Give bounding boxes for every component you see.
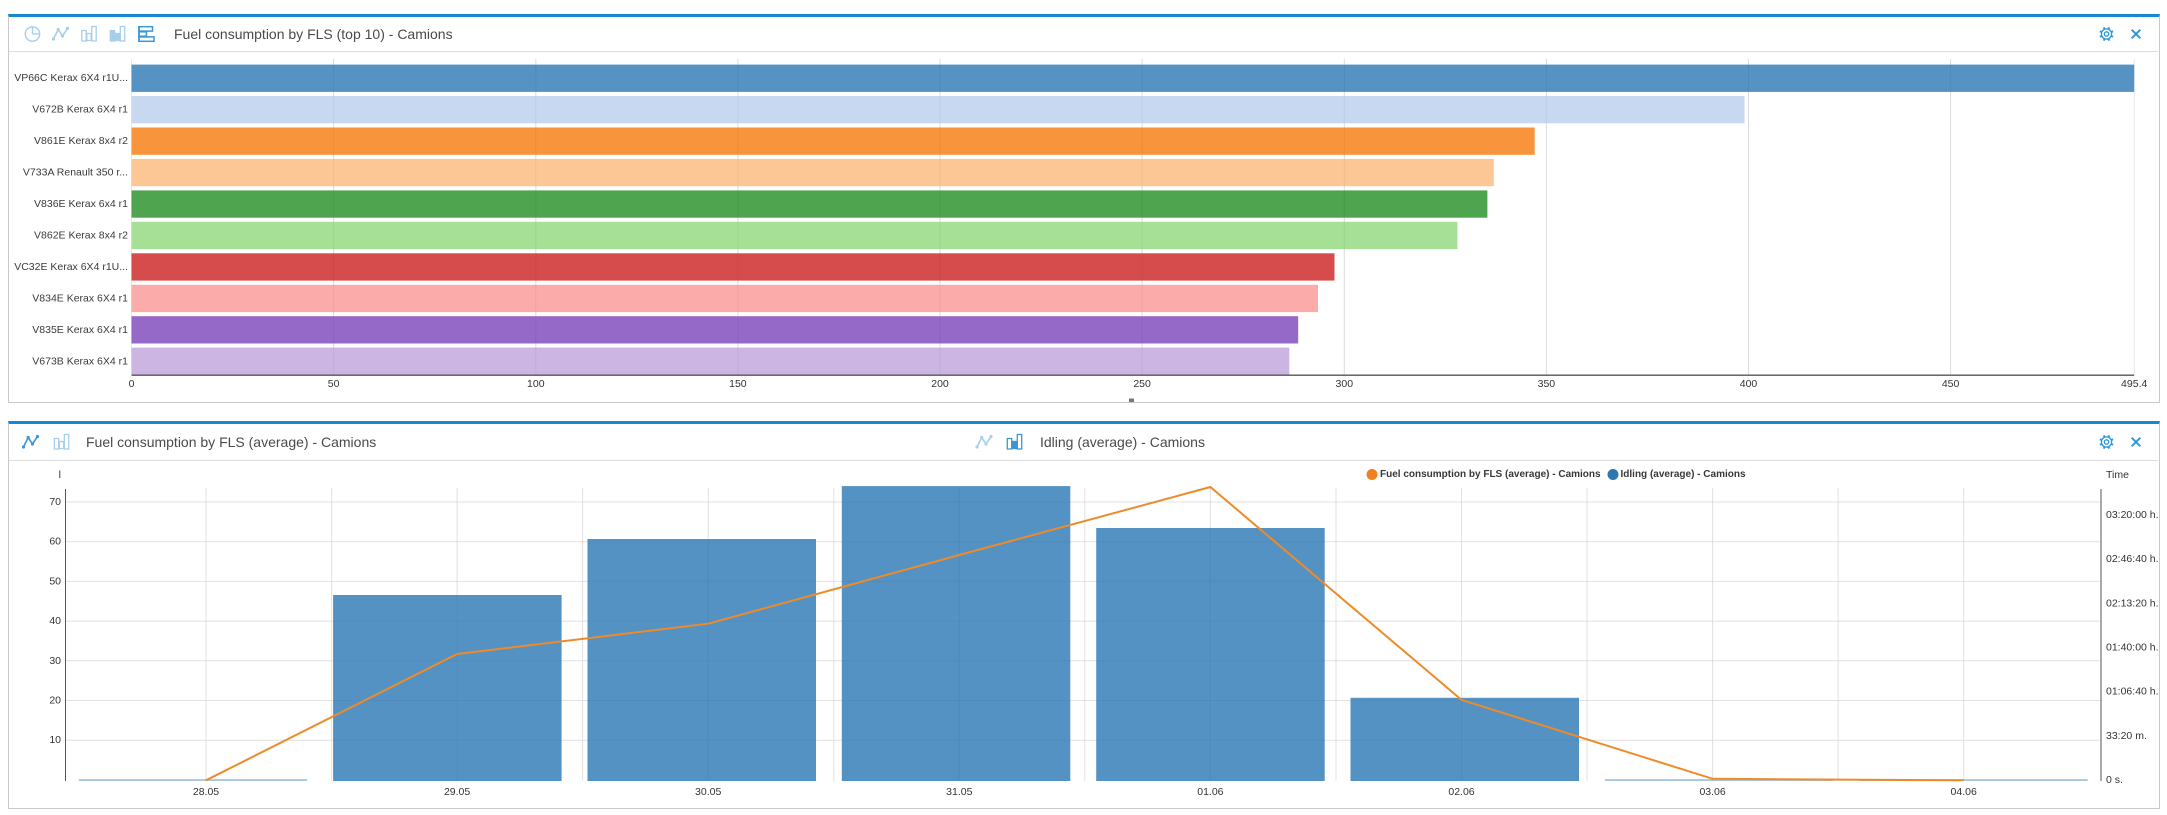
svg-text:33:20 m.: 33:20 m. [2106,730,2147,742]
svg-text:29.05: 29.05 [444,786,470,798]
svg-text:Idling (average) - Camions: Idling (average) - Camions [1040,434,1205,450]
svg-text:40: 40 [49,615,61,627]
svg-text:Fuel consumption by FLS (top 1: Fuel consumption by FLS (top 10) - Camio… [174,26,453,42]
svg-text:100: 100 [527,378,545,390]
svg-text:01:06:40 h.: 01:06:40 h. [2106,686,2159,698]
svg-text:30: 30 [49,655,61,667]
svg-text:70: 70 [49,496,61,508]
svg-text:02.06: 02.06 [1448,786,1474,798]
svg-text:0 s.: 0 s. [2106,774,2123,786]
svg-text:01:40:00 h.: 01:40:00 h. [2106,642,2159,654]
svg-text:V862E Kerax 8x4 r2: V862E Kerax 8x4 r2 [34,230,128,242]
svg-text:03:20:00 h.: 03:20:00 h. [2106,509,2159,521]
svg-text:10: 10 [49,734,61,746]
svg-text:VP66C Kerax 6X4 r1U...: VP66C Kerax 6X4 r1U... [14,72,128,84]
svg-text:V835E Kerax 6X4 r1: V835E Kerax 6X4 r1 [32,324,128,336]
svg-text:350: 350 [1538,378,1556,390]
svg-text:02:13:20 h.: 02:13:20 h. [2106,597,2159,609]
svg-text:04.06: 04.06 [1951,786,1977,798]
svg-text:Fuel consumption by FLS (avera: Fuel consumption by FLS (average) - Cami… [86,434,376,450]
svg-text:60: 60 [49,536,61,548]
svg-text:450: 450 [1942,378,1960,390]
svg-text:01.06: 01.06 [1197,786,1223,798]
svg-text:Idling (average) - Camions: Idling (average) - Camions [1621,469,1746,480]
svg-text:31.05: 31.05 [946,786,972,798]
svg-text:VC32E Kerax 6X4 r1U...: VC32E Kerax 6X4 r1U... [14,261,128,273]
svg-text:03.06: 03.06 [1699,786,1725,798]
svg-text:V672B Kerax 6X4 r1: V672B Kerax 6X4 r1 [32,104,128,116]
svg-text:V836E Kerax 6x4 r1: V836E Kerax 6x4 r1 [34,198,128,210]
svg-text:28.05: 28.05 [193,786,219,798]
svg-text:495.4: 495.4 [2121,378,2147,390]
svg-text:V834E Kerax 6X4 r1: V834E Kerax 6X4 r1 [32,292,128,304]
svg-text:250: 250 [1133,378,1151,390]
svg-text:50: 50 [49,575,61,587]
svg-text:0: 0 [129,378,135,390]
svg-text:l: l [59,469,61,481]
svg-text:20: 20 [49,695,61,707]
svg-text:V673B Kerax 6X4 r1: V673B Kerax 6X4 r1 [32,355,128,367]
svg-text:Time: Time [2106,469,2129,481]
svg-text:02:46:40 h.: 02:46:40 h. [2106,553,2159,565]
svg-text:V733A Renault 350 r...: V733A Renault 350 r... [23,167,128,179]
svg-text:30.05: 30.05 [695,786,721,798]
svg-text:150: 150 [729,378,747,390]
svg-text:400: 400 [1740,378,1758,390]
svg-text:200: 200 [931,378,949,390]
svg-text:Fuel consumption by FLS (avera: Fuel consumption by FLS (average) - Cami… [1380,469,1601,480]
svg-text:V861E Kerax 8x4 r2: V861E Kerax 8x4 r2 [34,135,128,147]
svg-text:300: 300 [1336,378,1354,390]
svg-text:50: 50 [328,378,340,390]
